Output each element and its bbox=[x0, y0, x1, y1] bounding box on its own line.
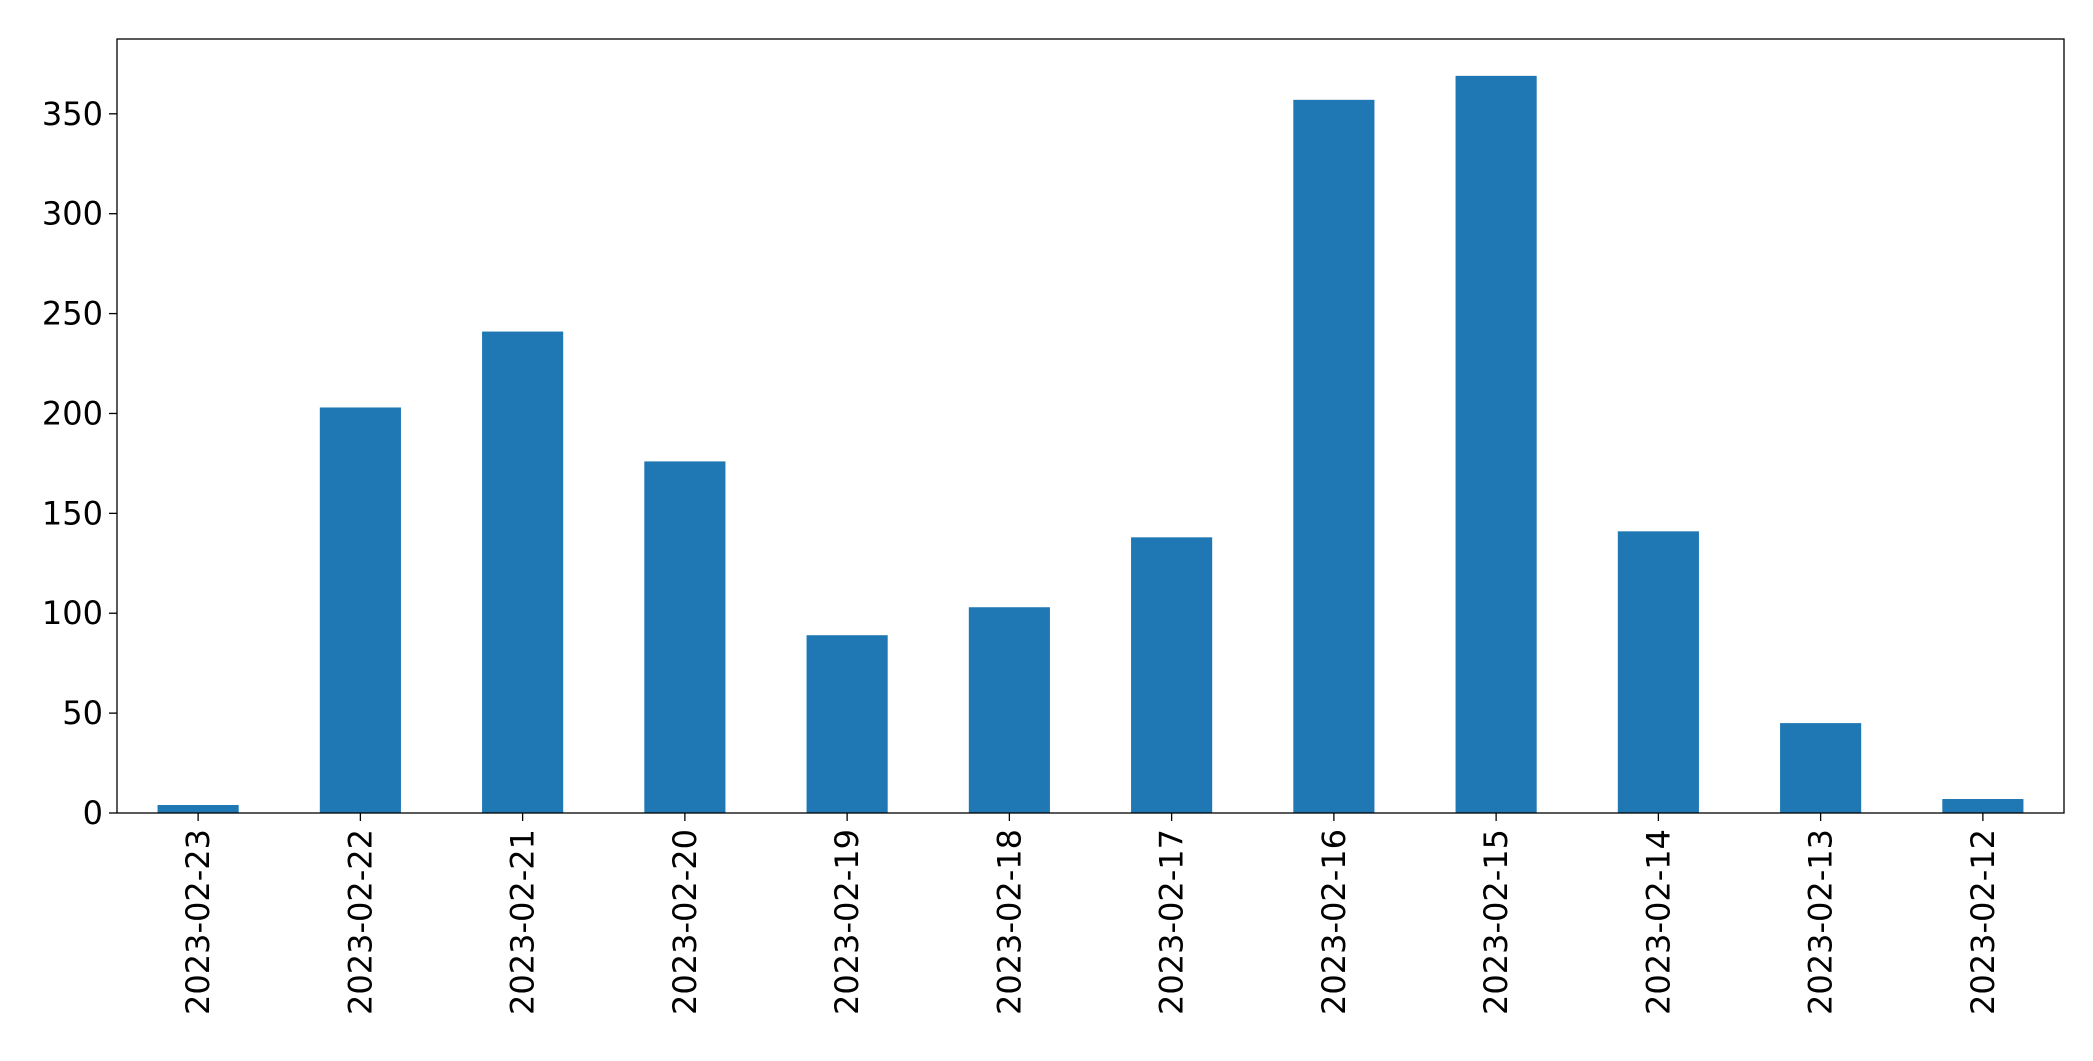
x-tick-label: 2023-02-14 bbox=[1639, 829, 1677, 1015]
y-tick-label: 50 bbox=[62, 694, 103, 732]
x-tick-label: 2023-02-20 bbox=[666, 829, 704, 1015]
bar bbox=[319, 407, 401, 813]
x-tick-label: 2023-02-23 bbox=[179, 829, 217, 1015]
y-tick-label: 350 bbox=[42, 95, 103, 133]
y-tick-label: 150 bbox=[42, 494, 103, 532]
bar bbox=[157, 805, 239, 813]
y-tick-label: 0 bbox=[83, 794, 103, 832]
y-tick-label: 250 bbox=[42, 295, 103, 333]
bar bbox=[968, 607, 1050, 813]
bar bbox=[1617, 531, 1699, 813]
y-tick-label: 100 bbox=[42, 594, 103, 632]
x-tick-label: 2023-02-16 bbox=[1315, 829, 1353, 1015]
x-tick-label: 2023-02-21 bbox=[504, 829, 542, 1015]
x-tick-label: 2023-02-15 bbox=[1477, 829, 1515, 1015]
bar bbox=[644, 461, 726, 813]
x-tick-label: 2023-02-13 bbox=[1802, 829, 1840, 1015]
bar bbox=[806, 635, 888, 813]
x-tick-label: 2023-02-22 bbox=[341, 829, 379, 1015]
x-tick-label: 2023-02-18 bbox=[990, 829, 1028, 1015]
bar bbox=[482, 331, 564, 813]
bar bbox=[1131, 537, 1213, 813]
bar bbox=[1942, 799, 2024, 813]
x-tick-label: 2023-02-19 bbox=[828, 829, 866, 1015]
plot-frame bbox=[116, 38, 2065, 814]
bar bbox=[1455, 75, 1537, 814]
bar bbox=[1780, 723, 1862, 813]
y-tick-label: 300 bbox=[42, 195, 103, 233]
x-tick-label: 2023-02-12 bbox=[1964, 829, 2002, 1015]
y-tick-label: 200 bbox=[42, 394, 103, 432]
x-tick-label: 2023-02-17 bbox=[1153, 829, 1191, 1015]
bar bbox=[1293, 99, 1375, 813]
